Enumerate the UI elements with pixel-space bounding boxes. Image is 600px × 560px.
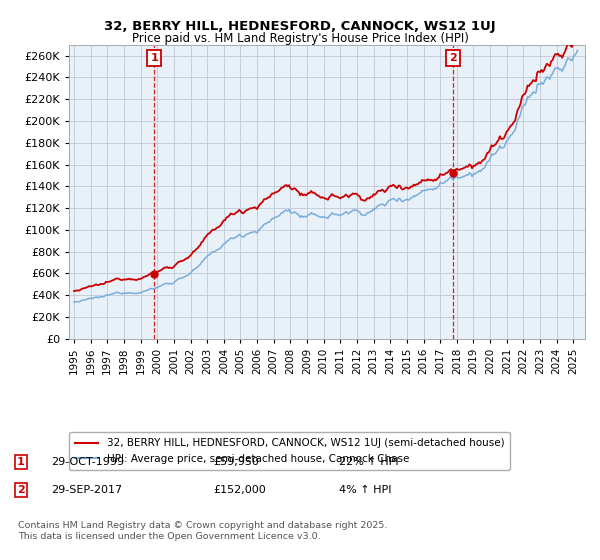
Text: Contains HM Land Registry data © Crown copyright and database right 2025.
This d: Contains HM Land Registry data © Crown c… <box>18 521 388 540</box>
Text: 4% ↑ HPI: 4% ↑ HPI <box>339 485 391 495</box>
Text: Price paid vs. HM Land Registry's House Price Index (HPI): Price paid vs. HM Land Registry's House … <box>131 32 469 45</box>
Legend: 32, BERRY HILL, HEDNESFORD, CANNOCK, WS12 1UJ (semi-detached house), HPI: Averag: 32, BERRY HILL, HEDNESFORD, CANNOCK, WS1… <box>69 432 511 470</box>
Text: 2: 2 <box>17 485 25 495</box>
Text: 1: 1 <box>151 53 158 63</box>
Text: £152,000: £152,000 <box>213 485 266 495</box>
Text: 29-SEP-2017: 29-SEP-2017 <box>51 485 122 495</box>
Text: £59,950: £59,950 <box>213 457 259 467</box>
Text: 1: 1 <box>17 457 25 467</box>
Text: 2: 2 <box>449 53 457 63</box>
Text: 29-OCT-1999: 29-OCT-1999 <box>51 457 124 467</box>
Text: 32, BERRY HILL, HEDNESFORD, CANNOCK, WS12 1UJ: 32, BERRY HILL, HEDNESFORD, CANNOCK, WS1… <box>104 20 496 32</box>
Text: 22% ↑ HPI: 22% ↑ HPI <box>339 457 398 467</box>
